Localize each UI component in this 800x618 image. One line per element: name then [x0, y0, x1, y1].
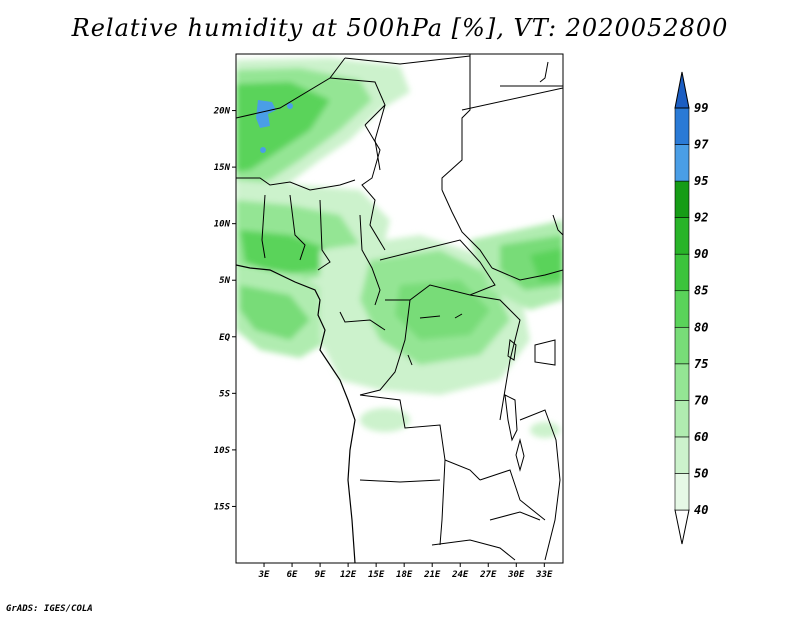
- lon-tick-label: 24E: [451, 570, 469, 580]
- colorbar-segment: [674, 253, 690, 292]
- colorbar-segment: [674, 473, 690, 511]
- latitude-ticks: 20N 15N 10N 5N EQ 5S 10S 15S: [213, 107, 236, 512]
- lon-tick-label: 3E: [258, 570, 270, 580]
- lat-tick-label: 20N: [213, 107, 231, 117]
- colorbar-label: 75: [694, 357, 708, 371]
- lat-tick-label: 15N: [214, 163, 231, 173]
- humidity-field: [236, 54, 563, 563]
- lat-tick-label: EQ: [219, 333, 230, 343]
- lon-tick-label: 33E: [535, 570, 553, 580]
- lat-tick-label: 5N: [219, 276, 230, 286]
- colorbar: 40 50 60 70 75 80 85 90 92 95 97 99: [674, 71, 709, 545]
- colorbar-segment: [674, 436, 690, 474]
- lat-tick-label: 10N: [214, 220, 231, 230]
- colorbar-label: 90: [694, 247, 708, 261]
- lon-tick-label: 21E: [423, 570, 441, 580]
- colorbar-label: 97: [694, 138, 709, 152]
- colorbar-segment: [674, 144, 690, 182]
- colorbar-segment: [674, 363, 690, 401]
- colorbar-label: 50: [694, 466, 708, 480]
- lat-tick-label: 10S: [214, 446, 231, 456]
- lon-tick-label: 9E: [315, 570, 326, 580]
- lat-tick-label: 15S: [214, 502, 231, 512]
- longitude-ticks: 3E 6E 9E 12E 15E 18E 21E 24E 27E 30E 33E: [258, 563, 553, 580]
- country-borders: [236, 54, 563, 563]
- colorbar-label: 70: [694, 393, 708, 407]
- colorbar-segment: [674, 326, 690, 365]
- colorbar-segment: [674, 400, 690, 438]
- colorbar-segment: [674, 107, 690, 145]
- colorbar-under-triangle: [674, 509, 690, 545]
- colorbar-label: 95: [694, 174, 708, 188]
- grads-credit: GrADS: IGES/COLA: [6, 604, 93, 614]
- colorbar-over-triangle: [674, 71, 690, 109]
- colorbar-segment: [674, 180, 690, 218]
- map-title: Relative humidity at 500hPa [%], VT: 202…: [71, 14, 729, 42]
- colorbar-segment: [674, 290, 690, 328]
- lon-tick-label: 12E: [340, 570, 357, 580]
- colorbar-label: 85: [694, 284, 708, 298]
- colorbar-label: 80: [694, 320, 708, 334]
- lon-tick-label: 30E: [507, 570, 525, 580]
- lon-tick-label: 27E: [479, 570, 497, 580]
- colorbar-segment: [674, 217, 690, 255]
- lon-tick-label: 15E: [368, 570, 385, 580]
- lat-tick-label: 5S: [219, 389, 230, 399]
- lon-tick-label: 6E: [287, 570, 298, 580]
- colorbar-label: 99: [694, 101, 708, 115]
- colorbar-label: 60: [694, 430, 708, 444]
- colorbar-label: 40: [694, 503, 708, 517]
- colorbar-label: 92: [694, 211, 708, 225]
- map-frame: [235, 53, 564, 564]
- lon-tick-label: 18E: [396, 570, 413, 580]
